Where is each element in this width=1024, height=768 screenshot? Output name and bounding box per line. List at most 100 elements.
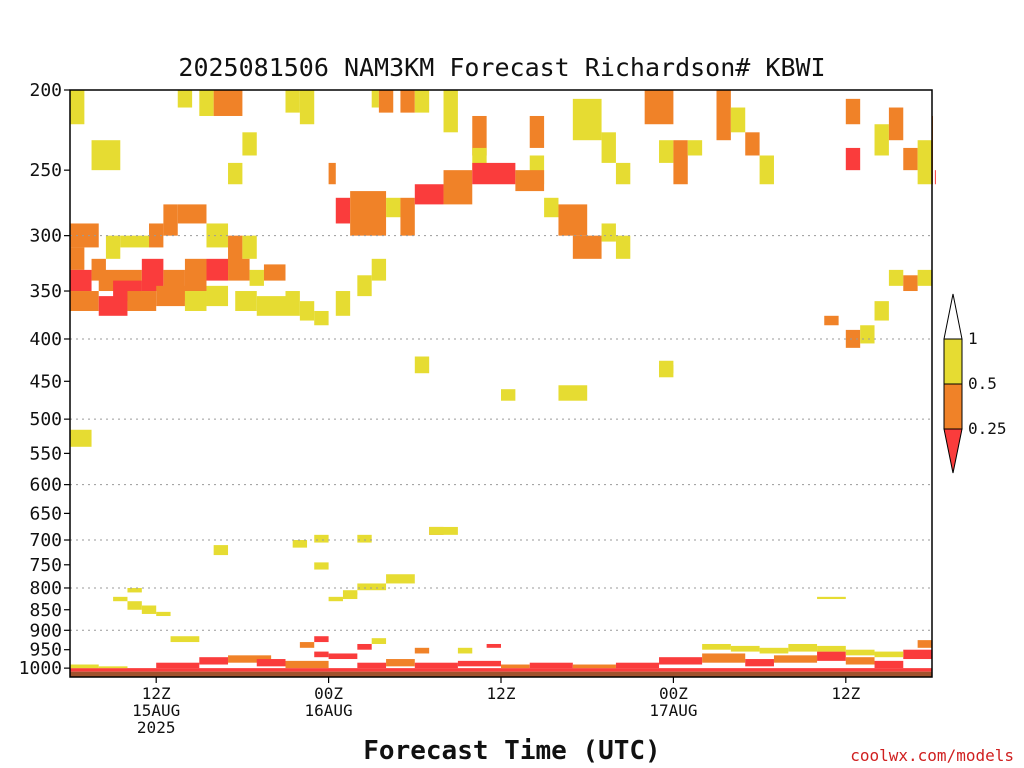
heatmap-cell — [105, 235, 121, 259]
y-tick-label: 400 — [29, 329, 62, 350]
heatmap-cell — [845, 147, 861, 171]
chart-title: 2025081506 NAM3KM Forecast Richardson# K… — [178, 53, 825, 82]
heatmap-cell — [472, 115, 487, 156]
heatmap-cell — [673, 140, 688, 185]
heatmap-cell — [845, 657, 875, 665]
heatmap-cell — [235, 291, 257, 311]
heatmap-cell — [256, 296, 286, 316]
heatmap-cell — [659, 140, 674, 163]
heatmap-cell — [206, 285, 229, 307]
heatmap-cell — [934, 170, 936, 185]
heatmap-cell — [888, 107, 904, 141]
heatmap-cell — [120, 235, 150, 248]
heatmap-cell — [759, 155, 774, 185]
heatmap-cell — [888, 269, 904, 286]
heatmap-cell — [558, 385, 588, 401]
heatmap-cell — [357, 275, 372, 297]
heatmap-cell — [716, 90, 731, 141]
y-tick-label: 600 — [29, 475, 62, 496]
heatmap-cell — [544, 197, 559, 218]
heatmap-cell — [903, 649, 932, 660]
heatmap-cell — [314, 310, 329, 326]
heatmap-cell — [242, 132, 257, 156]
x-tick-label: 00Z — [659, 684, 688, 703]
heatmap-cell — [141, 258, 164, 292]
heatmap-cell — [702, 643, 731, 650]
heatmap-cell — [256, 659, 286, 667]
heatmap-cell — [228, 258, 250, 281]
legend-swatch — [943, 383, 963, 430]
heatmap-cell — [314, 636, 329, 643]
x-tick-label: 16AUG — [305, 701, 353, 720]
heatmap-cell — [199, 90, 214, 116]
y-tick-label: 500 — [29, 409, 62, 430]
heatmap-cell — [400, 197, 415, 236]
x-tick-label: 12Z — [487, 684, 516, 703]
heatmap-cell — [127, 587, 142, 593]
heatmap-cell — [903, 275, 918, 292]
heatmap-cell — [113, 596, 128, 602]
y-tick-label: 750 — [29, 555, 62, 576]
heatmap-cell — [314, 534, 329, 543]
heatmap-cell — [644, 90, 674, 125]
heatmap-cell — [414, 184, 444, 205]
heatmap-cell — [285, 291, 300, 316]
heatmap-cell — [357, 662, 387, 669]
heatmap-cell — [328, 596, 343, 602]
heatmap-cell — [156, 611, 171, 617]
heatmap-cell — [745, 132, 760, 156]
heatmap-cell — [371, 90, 379, 108]
heatmap-cell — [702, 653, 746, 663]
legend-swatch — [943, 338, 963, 385]
y-tick-label: 350 — [29, 281, 62, 302]
heatmap-cell — [687, 140, 703, 156]
heatmap-cell — [601, 132, 616, 163]
heatmap-cell — [70, 247, 85, 270]
heatmap-cell — [70, 223, 99, 248]
heatmap-cell — [357, 583, 387, 591]
heatmap-cell — [70, 429, 92, 447]
heatmap-cells — [70, 90, 936, 672]
heatmap-cell — [501, 664, 530, 669]
y-tick-label: 900 — [29, 620, 62, 641]
legend-swatch-bottom — [943, 428, 963, 474]
heatmap-cell — [845, 329, 861, 348]
heatmap-cell — [730, 645, 760, 652]
heatmap-cell — [98, 666, 128, 669]
heatmap-cell — [773, 655, 818, 663]
heatmap-cell — [501, 389, 516, 401]
heatmap-cell — [759, 647, 789, 654]
heatmap-cell — [127, 601, 142, 610]
heatmap-cell — [601, 223, 616, 242]
heatmap-cell — [357, 643, 372, 650]
heatmap-cell — [429, 526, 458, 535]
y-tick-label: 950 — [29, 640, 62, 661]
heatmap-cell — [328, 653, 358, 660]
heatmap-cell — [70, 668, 932, 672]
heatmap-cell — [206, 258, 229, 281]
heatmap-cell — [184, 258, 207, 292]
y-tick-label: 300 — [29, 226, 62, 247]
heatmap-cell — [263, 264, 286, 281]
y-tick-label: 700 — [29, 530, 62, 551]
x-tick-label: 12Z — [142, 684, 171, 703]
heatmap-cell — [371, 638, 387, 644]
credit-text: coolwx.com/models — [850, 746, 1014, 765]
heatmap-cell — [917, 269, 932, 286]
legend-label: 1 — [968, 329, 978, 348]
x-tick-label: 12Z — [831, 684, 860, 703]
heatmap-cell — [335, 291, 351, 316]
heatmap-cell — [149, 223, 164, 248]
x-tick-label: 2025 — [137, 718, 176, 737]
y-tick-label: 800 — [29, 578, 62, 599]
heatmap-cell — [242, 235, 257, 259]
x-axis-label: Forecast Time (UTC) — [363, 736, 660, 766]
heatmap-cell — [292, 540, 308, 548]
heatmap-cell — [572, 98, 602, 141]
heatmap-cell — [314, 562, 329, 570]
y-axis-ticks: 200 250 300 350 400 450 500 550 600 650 700 7508008… — [19, 80, 70, 679]
y-tick-label: 850 — [29, 600, 62, 621]
heatmap-cell — [228, 655, 272, 663]
colorbar-legend: 1 0.5 0.25 — [943, 293, 1007, 474]
